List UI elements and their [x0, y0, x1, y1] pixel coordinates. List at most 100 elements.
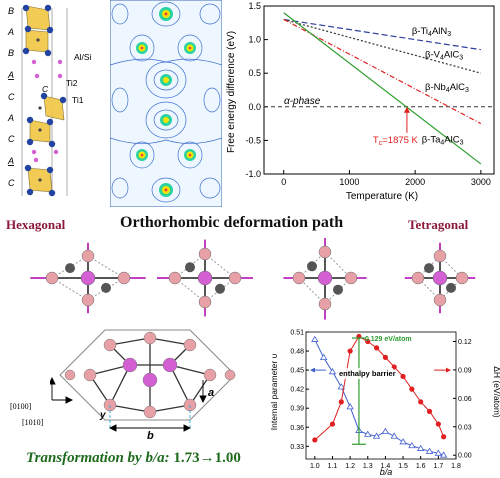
y-axis-label: Free energy difference (eV) [226, 31, 237, 153]
atom [198, 247, 212, 261]
deformation-path-structures [30, 238, 476, 320]
point-internal [435, 421, 441, 427]
bond [204, 253, 236, 279]
atom [197, 270, 213, 286]
atom [318, 245, 332, 259]
transformation-prefix: Transformation by [26, 450, 146, 466]
y-right-tick-label: 0.12 [458, 339, 472, 346]
series-line-v4alc3 [283, 18, 482, 74]
axis-arrow-right-head [446, 367, 451, 373]
plot-frame [305, 331, 457, 460]
atom [228, 271, 242, 285]
bond [204, 277, 236, 303]
direction-label-1010: [1010] [22, 418, 44, 427]
y-left-tick-label: 0.39 [290, 406, 304, 413]
atom [344, 271, 358, 285]
atom [198, 295, 212, 309]
x-tick-label: 1.3 [363, 463, 373, 470]
y-left-axis-label: Internal parameter υ [269, 353, 279, 430]
barrier-value-label: 0.129 eV/atom [365, 336, 412, 343]
legend-nb4alc3: β-Nb4AlC3 [425, 82, 469, 94]
point-enthalpy [319, 353, 328, 360]
atom [433, 249, 447, 263]
point-enthalpy [390, 432, 398, 439]
structure-tetragonal [404, 242, 476, 314]
point-enthalpy [311, 335, 319, 342]
tc-arrow-head [403, 106, 410, 113]
x-tick-label: 1.7 [433, 463, 443, 470]
atom [433, 293, 447, 307]
point-internal [365, 338, 371, 345]
y-right-tick-label: 0.06 [458, 396, 472, 403]
stacking-label: B [8, 48, 14, 58]
atom [446, 282, 456, 293]
atom [81, 293, 95, 307]
stacking-label: A [7, 27, 14, 37]
x-axis-label: Temperature (K) [346, 191, 418, 202]
point-internal [409, 386, 415, 392]
point-enthalpy [346, 403, 354, 410]
lattice-label-a: a [208, 387, 214, 399]
point-internal [382, 354, 389, 360]
point-internal [441, 434, 447, 440]
atom [215, 283, 225, 294]
atom [307, 261, 317, 272]
stacking-label: C [8, 92, 15, 102]
x-tick-label: 1.4 [381, 463, 391, 470]
barrier-label: enthalpy barrier [339, 369, 396, 378]
atom [65, 263, 75, 274]
atom [411, 271, 425, 285]
legend-ti4aln3: β-Ti4AlN3 [412, 26, 451, 38]
y-right-axis-label: ΔH (eV/atom) [492, 366, 500, 418]
barrier-label-bg [336, 368, 393, 379]
y-left-tick-label: 0.45 [290, 368, 304, 375]
y-tick-label: 0.0 [248, 102, 261, 112]
series-line-ti4aln3 [283, 18, 481, 51]
y-tick-label: -1.0 [245, 169, 261, 179]
point-enthalpy [328, 368, 337, 375]
site-label-ti1: Ti1 [72, 95, 84, 105]
point-internal [373, 345, 380, 351]
x-axis-label: b/a [380, 467, 393, 477]
y-tick-label: 1.5 [248, 1, 261, 11]
atom [424, 263, 434, 274]
series-line-nb4alc3 [283, 18, 482, 125]
x-tick-label: 1.2 [345, 463, 355, 470]
point-enthalpy [364, 430, 372, 437]
point-internal [426, 408, 433, 414]
x-tick-label: 1000 [339, 177, 359, 187]
deformation-title: Orthorhombic deformation path [120, 214, 344, 231]
point-enthalpy [399, 438, 407, 445]
bond [87, 255, 125, 279]
alpha-phase-label: α-phase [284, 96, 321, 107]
legend-ta4alc3: β-Ta4AlC3 [422, 134, 464, 146]
atom [168, 271, 182, 285]
stacking-labels: B A B A C A C A C [7, 6, 15, 188]
free-energy-chart: 0 1000 2000 3000 -1.0 -0.5 0.0 0.5 1.0 1.5 Free e… [226, 1, 495, 202]
atom [101, 282, 111, 293]
atom [317, 270, 333, 286]
atom [185, 262, 195, 273]
site-label-c: C [42, 84, 49, 94]
y-tick-label: 1.0 [248, 35, 261, 45]
tetragonal-label: Tetragonal [408, 217, 469, 232]
point-enthalpy [372, 432, 381, 439]
site-label-ti2: Ti2 [66, 78, 78, 88]
bond [51, 277, 89, 301]
x-tick-label: 1.6 [416, 463, 426, 470]
y-left-tick-label: 0.51 [290, 330, 304, 337]
crystal-structure: B A B A C A C A C Al/Si Ti2 Ti1 C [7, 4, 92, 197]
bond [174, 277, 206, 303]
lattice-diagram: b a y [50, 329, 236, 440]
enthalpy-barrier-chart: 1.0 1.1 1.2 1.3 1.4 1.5 1.6 1.7 1.8 0.33 0.36 0.39 0… [269, 330, 500, 478]
point-enthalpy [425, 447, 434, 454]
y-tick-label: -0.5 [245, 135, 261, 145]
transformation-suffix: : [164, 450, 174, 466]
atom [117, 271, 131, 285]
transformation-var: b/a [145, 450, 165, 466]
lattice-atoms [64, 331, 236, 419]
atom [292, 271, 306, 285]
transformation-text: Transformation by b/a: 1.73→1.00 [26, 450, 241, 467]
stacking-label: A [7, 156, 14, 166]
point-enthalpy [337, 383, 346, 390]
